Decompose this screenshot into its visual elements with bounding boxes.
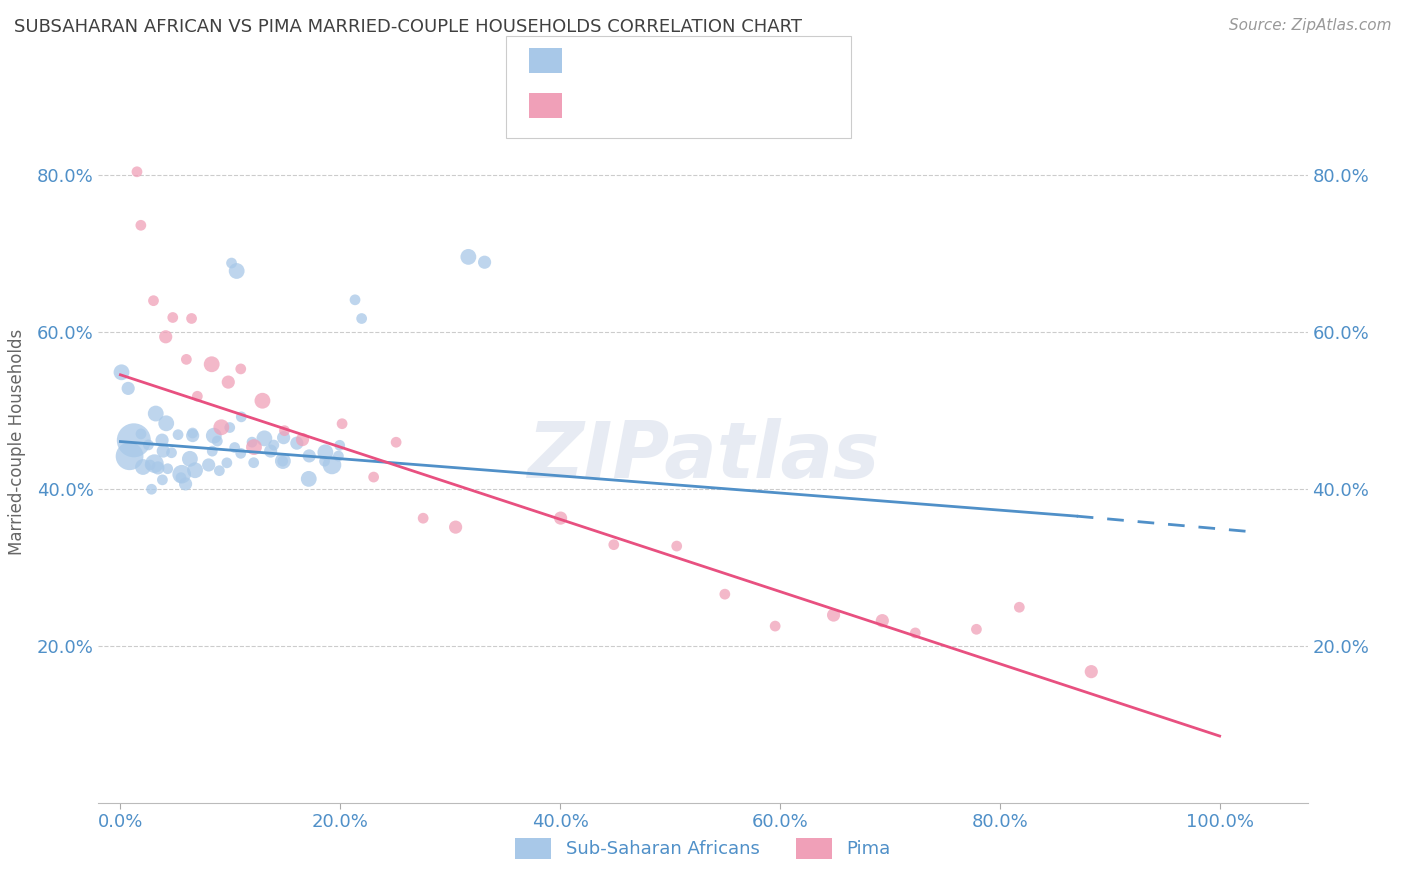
Text: Source: ZipAtlas.com: Source: ZipAtlas.com xyxy=(1229,18,1392,33)
Point xyxy=(263,438,285,452)
Point xyxy=(217,375,239,389)
Point xyxy=(142,293,165,308)
Point xyxy=(344,293,367,307)
Point xyxy=(170,467,193,482)
Point xyxy=(215,456,238,470)
Point xyxy=(259,444,281,458)
Point xyxy=(253,431,276,445)
Point xyxy=(328,449,350,463)
Point xyxy=(271,454,294,468)
Point xyxy=(314,454,336,468)
Point xyxy=(457,250,479,264)
Text: R =  -0.143   N = 80: R = -0.143 N = 80 xyxy=(572,52,755,70)
Point xyxy=(202,428,225,442)
Point xyxy=(143,457,166,471)
Point xyxy=(229,362,252,376)
Point xyxy=(823,608,845,623)
Point xyxy=(155,417,177,431)
Point xyxy=(321,458,343,472)
Point xyxy=(209,420,232,434)
Point xyxy=(181,425,204,440)
Point xyxy=(474,255,496,269)
Text: R =  -0.854   N = 32: R = -0.854 N = 32 xyxy=(572,96,755,114)
Point xyxy=(412,511,434,525)
Point xyxy=(363,470,385,484)
Point xyxy=(329,438,352,452)
Point xyxy=(221,256,243,270)
Point xyxy=(146,461,169,475)
Point xyxy=(224,441,246,455)
Point xyxy=(110,365,132,379)
Point xyxy=(225,264,247,278)
Point xyxy=(298,449,321,463)
Point xyxy=(156,461,179,475)
Point xyxy=(252,393,274,408)
Point xyxy=(444,520,467,534)
Point xyxy=(179,451,201,466)
Y-axis label: Married-couple Households: Married-couple Households xyxy=(7,328,25,555)
Point xyxy=(291,433,314,447)
Point xyxy=(229,446,252,460)
Text: SUBSAHARAN AFRICAN VS PIMA MARRIED-COUPLE HOUSEHOLDS CORRELATION CHART: SUBSAHARAN AFRICAN VS PIMA MARRIED-COUPL… xyxy=(14,18,801,36)
Point xyxy=(138,438,160,452)
Point xyxy=(314,445,336,459)
Point xyxy=(385,435,408,450)
Point xyxy=(1008,600,1031,615)
Point xyxy=(207,434,229,448)
Point xyxy=(186,389,208,403)
Point xyxy=(714,587,737,601)
Point xyxy=(1080,665,1102,679)
Point xyxy=(162,310,184,325)
Point xyxy=(184,463,207,477)
Point xyxy=(139,458,162,472)
Point xyxy=(763,619,786,633)
Point xyxy=(330,417,353,431)
Point xyxy=(141,482,163,496)
Point xyxy=(180,311,202,326)
Point xyxy=(904,626,927,640)
Point xyxy=(117,381,139,395)
Point xyxy=(167,427,190,442)
Point xyxy=(872,614,894,628)
Legend: Sub-Saharan Africans, Pima: Sub-Saharan Africans, Pima xyxy=(508,830,898,866)
Point xyxy=(285,436,308,450)
Point xyxy=(201,357,224,371)
Point xyxy=(231,409,253,424)
Point xyxy=(129,219,152,233)
Point xyxy=(155,330,177,344)
Point xyxy=(132,460,155,475)
Point xyxy=(350,311,373,326)
Point xyxy=(240,435,263,450)
Point xyxy=(201,444,224,458)
Point xyxy=(218,420,240,434)
Point xyxy=(152,473,174,487)
Point xyxy=(145,407,167,421)
Point xyxy=(152,444,174,458)
Point xyxy=(125,165,148,179)
Point xyxy=(208,464,231,478)
Point xyxy=(129,426,152,441)
Point xyxy=(242,456,264,470)
Point xyxy=(122,434,145,448)
Point xyxy=(176,352,198,367)
Point xyxy=(665,539,688,553)
Point xyxy=(273,431,295,445)
Point xyxy=(174,477,197,491)
Point xyxy=(170,470,193,484)
Point xyxy=(298,472,321,486)
Point xyxy=(160,446,183,460)
Point xyxy=(965,622,987,636)
Point xyxy=(197,458,219,472)
Point xyxy=(273,424,295,438)
Point xyxy=(603,538,626,552)
Point xyxy=(550,511,572,525)
Point xyxy=(118,450,141,464)
Point xyxy=(181,428,204,442)
Point xyxy=(150,433,173,447)
Text: ZIPatlas: ZIPatlas xyxy=(527,418,879,494)
Point xyxy=(243,440,266,454)
Point xyxy=(271,454,294,468)
